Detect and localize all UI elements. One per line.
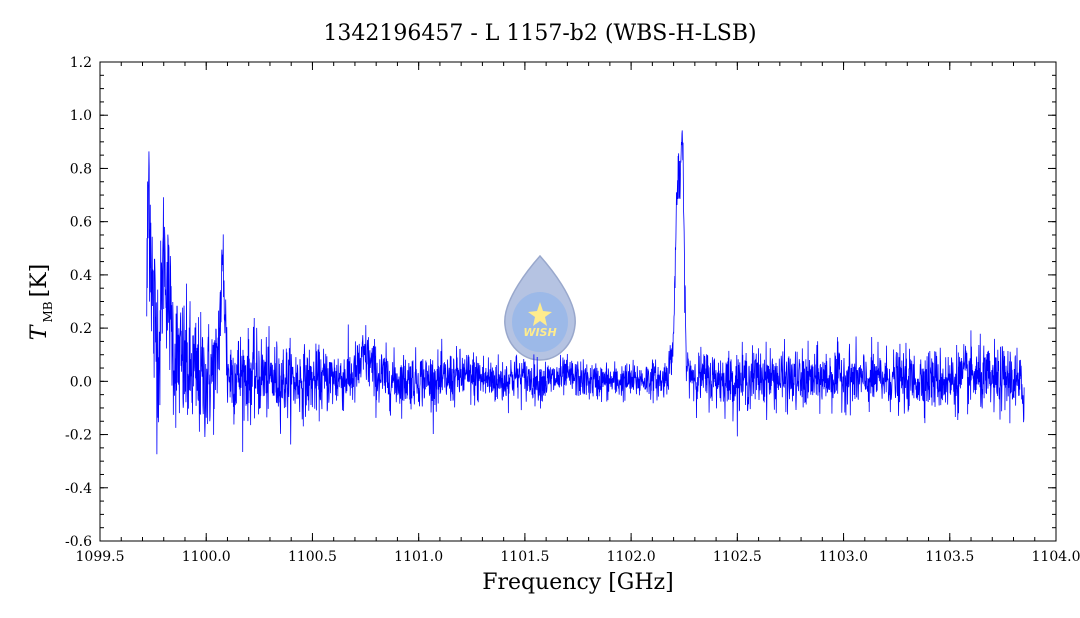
plot-frame [99,61,1057,542]
y-tick-label: 0.4 [70,268,92,284]
x-tick-label: 1100.5 [288,549,337,565]
x-tick-label: 1103.0 [819,549,868,565]
y-tick-label: 1.2 [70,55,92,71]
wish-logo: WISH [504,254,576,361]
spectrum-line [146,130,1025,455]
y-tick-label: 1.0 [70,108,92,124]
x-tick-label: 1102.5 [713,549,762,565]
y-axis-title-sub: MB [41,301,55,322]
chart-title: 1342196457 - L 1157-b2 (WBS-H-LSB) [323,21,756,46]
x-tick-label: 1103.5 [925,549,974,565]
logo-text: WISH [523,326,556,339]
x-tick-label: 1099.5 [76,549,125,565]
logo-glow [512,292,568,352]
y-tick-label: 0.2 [70,321,92,337]
y-tick-label: 0.6 [70,215,92,231]
y-tick-label: -0.4 [65,481,92,497]
y-tick-label: 0.0 [70,374,92,390]
y-tick-label: 0.8 [70,161,92,177]
y-axis-title-unit: [K] [27,264,52,298]
x-tick-label: 1100.0 [182,549,231,565]
x-tick-label: 1104.0 [1032,549,1080,565]
x-tick-label: 1101.0 [394,549,443,565]
y-tick-label: -0.2 [65,428,92,444]
star-icon [528,302,552,326]
series-spectrum [146,130,1025,455]
x-axis-title: Frequency [GHz] [482,570,674,595]
y-axis: -0.6 -0.4 -0.2 0.0 0.2 0.4 0.6 0.8 1.0 1.2 [65,55,1056,550]
svg-text:TMB[K]: TMB [K] [27,264,55,340]
y-tick-label: -0.6 [65,534,92,550]
y-axis-title: TMB [K] [27,264,55,340]
x-tick-label: 1102.0 [607,549,656,565]
y-axis-title-main: T [27,323,52,340]
x-tick-label: 1101.5 [500,549,549,565]
x-axis: 1099.5 1100.0 1100.5 1101.0 1101.5 1102.0 1102… [76,62,1080,565]
